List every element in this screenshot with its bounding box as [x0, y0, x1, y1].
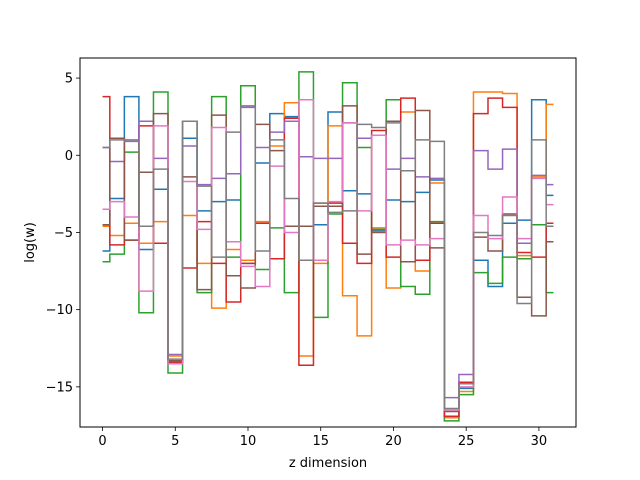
y-axis-label: log(w): [23, 222, 38, 263]
x-tick-label: 0: [98, 434, 106, 449]
plot-frame: [79, 57, 577, 428]
y-tick-label: 0: [65, 149, 73, 164]
x-axis-label: z dimension: [289, 456, 367, 471]
x-tick-label: 5: [171, 434, 179, 449]
x-tick-label: 25: [458, 434, 475, 449]
x-axis: 0 5 10 15 20 25 30: [98, 427, 547, 449]
x-tick-label: 10: [240, 434, 257, 449]
series-5-line: [102, 105, 554, 399]
x-tick-label: 30: [531, 434, 548, 449]
y-tick-label: 5: [65, 72, 73, 87]
y-tick-label: −15: [46, 380, 73, 395]
series-3-line: [102, 71, 554, 422]
y-tick-label: −10: [46, 303, 73, 318]
series-7-line: [102, 98, 554, 411]
y-tick-label: −5: [54, 226, 73, 241]
series-6-line: [102, 105, 554, 413]
x-tick-label: 20: [385, 434, 402, 449]
series-layer: [102, 71, 554, 422]
x-tick-label: 15: [312, 434, 329, 449]
series-8-line: [102, 106, 554, 410]
y-axis: −15 −10 −5 0 5: [46, 72, 80, 395]
